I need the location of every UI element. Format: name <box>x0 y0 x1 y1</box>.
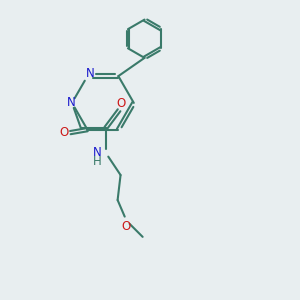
Text: N: N <box>93 146 102 159</box>
Text: N: N <box>67 96 76 110</box>
Text: H: H <box>93 155 102 168</box>
Text: O: O <box>122 220 131 233</box>
Text: N: N <box>85 67 94 80</box>
Text: O: O <box>60 126 69 139</box>
Text: O: O <box>116 97 125 110</box>
